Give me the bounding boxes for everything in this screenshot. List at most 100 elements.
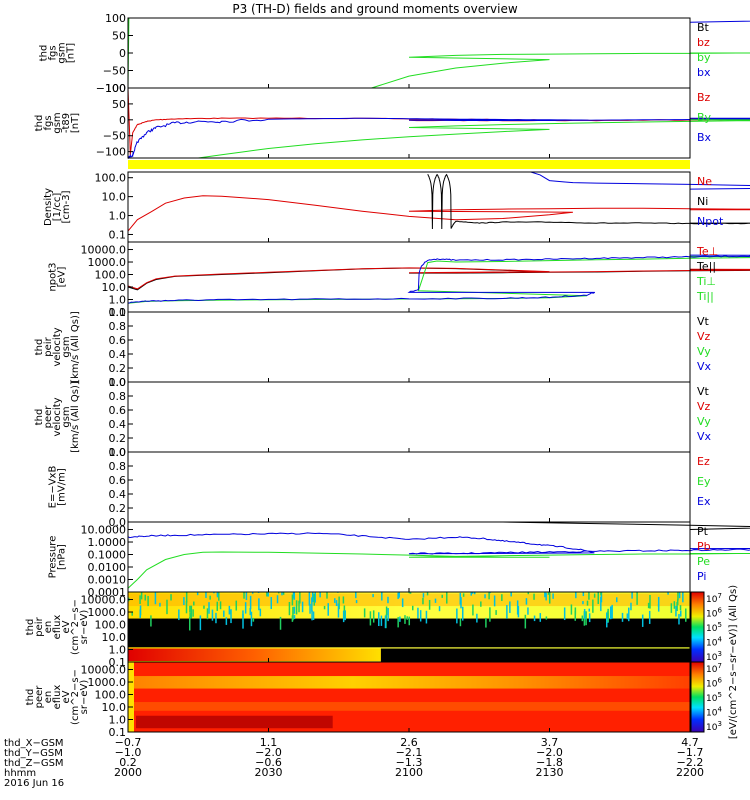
spectrogram-speckle	[193, 601, 195, 606]
spectrogram-speckle	[607, 608, 609, 623]
spectrogram-speckle	[293, 606, 296, 614]
spectrogram-speckle	[277, 592, 280, 594]
spectrogram-speckle	[438, 606, 441, 612]
spectrogram-speckle	[600, 596, 602, 612]
spectrogram-speckle	[266, 592, 269, 597]
series-line-pressure-1	[127, 551, 750, 589]
spectrogram-speckle	[484, 594, 486, 599]
colorbar-tick-label: 107	[706, 592, 722, 605]
spectrogram-speckle	[609, 606, 612, 620]
spectrogram-speckle	[323, 605, 326, 610]
spectrogram-speckle	[425, 610, 428, 624]
spectrogram-speckle	[489, 607, 491, 622]
legend-entry: Pe	[697, 555, 710, 568]
spectrogram-speckle	[363, 608, 366, 618]
spectrogram-speckle	[597, 592, 599, 605]
spectrogram-speckle	[249, 595, 252, 610]
spectrogram-speckle	[208, 602, 210, 614]
spectrogram-speckle	[453, 579, 455, 588]
spectrogram-speckle	[545, 616, 548, 620]
spectrogram-speckle	[308, 592, 311, 606]
colorbar	[690, 591, 705, 663]
spectrogram-speckle	[684, 585, 686, 588]
y-axis-label: gsm	[61, 406, 72, 427]
series-line-pressure-0	[502, 521, 750, 530]
spectrogram-speckle	[544, 592, 546, 598]
spectrogram-speckle	[139, 595, 141, 604]
spectrogram-speckle	[470, 592, 473, 596]
y-tick-label: 0.4	[109, 418, 127, 431]
spectrogram-speckle	[299, 592, 301, 604]
series-line-density-0	[127, 195, 750, 232]
spectrogram-speckle	[582, 592, 585, 597]
spectrogram-mid-band	[128, 676, 690, 689]
spectrogram-speckle	[539, 613, 542, 622]
spectrogram-speckle	[372, 582, 374, 590]
y-axis-label: eflux	[52, 615, 63, 640]
legend-entry: Ne	[697, 175, 712, 188]
spectrogram-speckle	[446, 592, 448, 604]
spectrogram-speckle	[680, 610, 682, 617]
legend-entry: Ez	[697, 455, 710, 468]
spectrogram-speckle	[387, 608, 389, 622]
spectrogram-speckle	[533, 593, 535, 600]
spectrogram-speckle	[636, 592, 638, 605]
legend-entry: Bt	[697, 21, 710, 34]
y-axis-label: [mV/m]	[57, 468, 68, 506]
y-tick-label: 1000.0	[88, 256, 127, 269]
spectrogram-speckle	[441, 594, 443, 598]
y-tick-label: 1000.0	[88, 676, 127, 689]
y-axis-label: thd	[34, 339, 45, 356]
y-tick-label: 1.0	[109, 446, 127, 459]
spectrogram-speckle	[235, 600, 238, 611]
spectrogram-speckle	[139, 605, 142, 616]
y-tick-label: 10000.0	[81, 244, 127, 257]
spectrogram-speckle	[182, 581, 184, 591]
spectrogram-speckle	[185, 601, 188, 614]
y-tick-label: 0.0	[109, 516, 127, 529]
spectrogram-speckle	[337, 603, 340, 618]
spectrogram-peir_en_eflux	[128, 579, 690, 662]
legend-entry: Ni	[697, 195, 708, 208]
spectrogram-speckle	[355, 592, 357, 599]
legend-entry: Vz	[697, 330, 711, 343]
y-tick-label: 0.8	[109, 460, 127, 473]
spectrogram-speckle	[209, 582, 211, 590]
spectrogram-speckle	[649, 594, 651, 609]
y-tick-label: 0.2	[109, 502, 127, 515]
legend-entry: Pt	[697, 525, 709, 538]
y-tick-label: 10.0	[102, 281, 127, 294]
spectrogram-speckle	[342, 596, 345, 604]
y-tick-label: 100	[105, 12, 126, 25]
y-tick-label: 0.0001	[88, 586, 127, 599]
legend-entry: Npot	[697, 215, 724, 228]
spectrogram-speckle	[682, 592, 684, 603]
series-line-fgs_minus_t89-1	[127, 117, 750, 160]
spectrogram-speckle	[682, 586, 684, 590]
spectrogram-speckle	[183, 597, 185, 605]
x-axis-row-value: 2200	[676, 766, 704, 779]
spectrogram-speckle	[518, 582, 520, 589]
spectrogram-speckle	[249, 608, 251, 616]
spectrogram-speckle	[326, 592, 328, 599]
y-axis-label: [cm-3]	[61, 190, 72, 223]
panel-density: 100.0 10.0 1.0 0.1 Density[1/cc][cm-3] Ne Ni Np…	[43, 171, 750, 243]
spectrogram-speckle	[199, 615, 202, 631]
spectrogram-speckle	[380, 615, 383, 626]
spectrogram-speckle	[527, 592, 530, 595]
y-axis-label: sr−eV)	[79, 680, 90, 715]
colorbar-tick-label: 105	[706, 621, 722, 634]
y-tick-label: 1.0	[109, 714, 127, 727]
y-tick-label: 1.0	[109, 306, 127, 319]
spectrogram-speckle	[243, 592, 245, 599]
y-tick-label: 50	[112, 98, 126, 111]
spectrogram-speckle	[258, 598, 260, 611]
y-axis-label: thd	[25, 619, 36, 636]
y-axis-label: [1/cc]	[52, 193, 63, 222]
x-axis-row-value: 2.6	[400, 736, 418, 749]
spectrogram-speckle	[676, 602, 678, 611]
x-axis-row-label: hhmm	[4, 768, 36, 779]
y-tick-label: 0	[119, 47, 126, 60]
spectrogram-speckle	[527, 582, 529, 591]
spectrogram-speckle	[245, 592, 248, 601]
